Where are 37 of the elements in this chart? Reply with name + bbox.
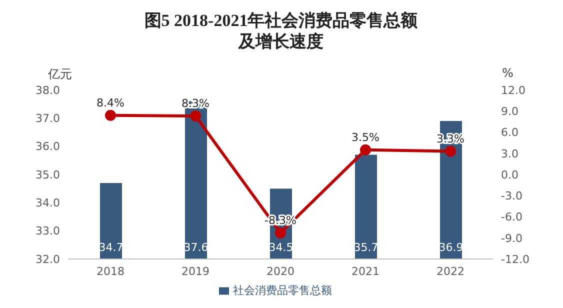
point: [190, 110, 201, 122]
legend-label: 社会消费品零售总额: [233, 284, 332, 297]
y-tick-label: 34.0: [36, 196, 60, 210]
y2-tick-label: 9.0: [501, 105, 518, 118]
y-tick-label: 33.0: [36, 224, 60, 238]
x-tick-label: 2019: [182, 264, 210, 278]
point: [105, 110, 116, 121]
y-tick-label: 36.0: [36, 140, 60, 154]
data-label: 3.5%: [352, 130, 380, 144]
y2-tick-label: -6.0: [501, 210, 522, 224]
y-tick-label: 35.0: [36, 168, 60, 182]
x-tick-label: 2022: [436, 264, 464, 278]
point: [275, 227, 286, 238]
data-label: 35.7: [354, 241, 378, 254]
point: [445, 146, 456, 157]
data-label: 8.4%: [96, 96, 124, 110]
y-axis-title: 亿元: [48, 66, 72, 83]
y2-tick-label: 0.0: [501, 168, 518, 182]
y-tick-label: 38.0: [36, 84, 60, 97]
y2-tick-label: -12.0: [501, 252, 530, 266]
y-tick-label: 37.0: [36, 112, 60, 126]
y2-tick-label: -3.0: [501, 190, 522, 203]
data-label: 34.7: [98, 241, 124, 254]
x-tick-label: 2018: [96, 264, 124, 278]
chart-title: 图5 2018-2021年社会消费品零售总额及增长速度: [143, 10, 419, 52]
data-label: 34.5: [268, 241, 294, 254]
data-label: 36.9: [438, 241, 464, 254]
data-label: 37.6: [184, 241, 208, 254]
x-tick-label: 2020: [266, 264, 294, 278]
y2-axis-title: %: [502, 66, 514, 80]
y2-tick-label: -9.0: [501, 232, 522, 245]
x-tick-label: 2021: [352, 264, 380, 278]
point: [360, 144, 371, 156]
y2-tick-label: 3.0: [501, 147, 518, 160]
y2-tick-label: 12.0: [501, 84, 526, 97]
y-tick-label: 32.0: [36, 252, 60, 266]
y2-tick-label: 6.0: [501, 126, 518, 140]
